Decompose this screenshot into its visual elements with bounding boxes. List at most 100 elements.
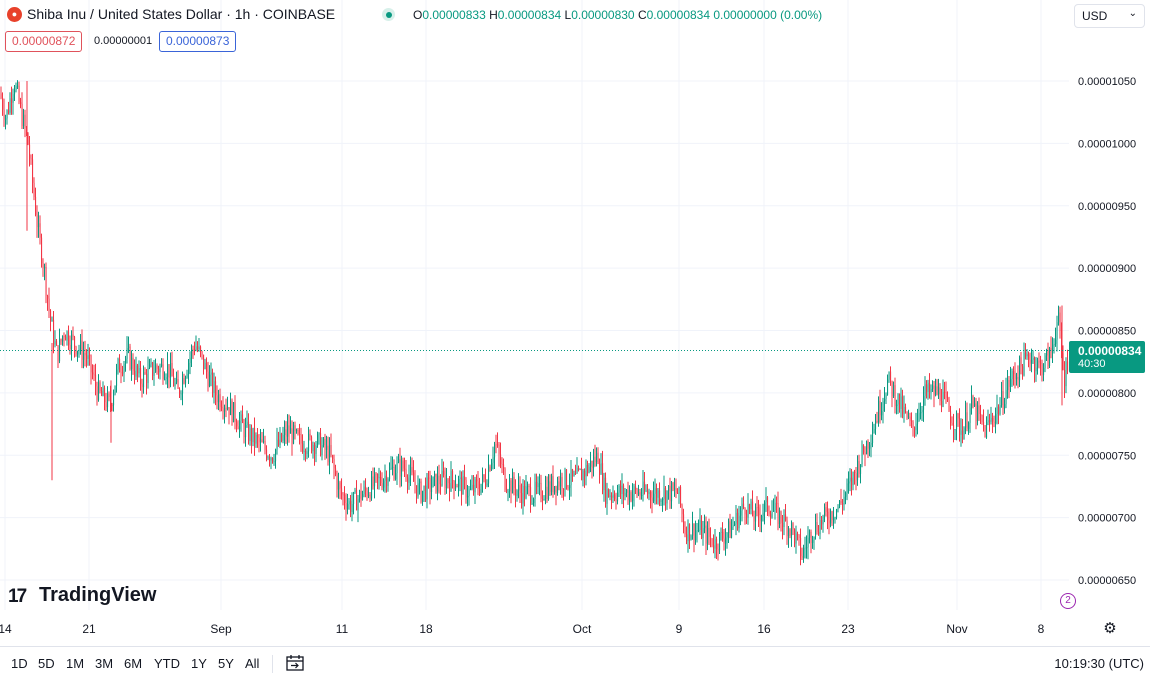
candle-body (462, 476, 464, 495)
candle-body (968, 422, 970, 429)
candle-body (582, 470, 584, 481)
candle-body (476, 479, 478, 482)
candle-body (627, 490, 629, 501)
candle-body (320, 433, 322, 456)
candle-body (941, 401, 943, 407)
range-5d-button[interactable]: 5D (38, 656, 55, 671)
range-3m-button[interactable]: 3M (95, 656, 114, 671)
price-chart[interactable]: 0.00000650 0.00000700 0.00000750 0.00000800… (0, 0, 1150, 646)
candle-body (413, 472, 415, 482)
candle-body (870, 443, 872, 445)
candle-body (554, 486, 556, 493)
candle-body (593, 456, 595, 469)
candle-body (995, 414, 997, 424)
x-tick-label: Sep (210, 622, 232, 636)
candle-body (704, 525, 706, 529)
candle-body (890, 371, 892, 382)
candle-body (638, 492, 640, 495)
candle-body (242, 414, 244, 423)
candle-body (888, 371, 890, 380)
candle-body (588, 466, 590, 473)
x-tick-label: 16 (757, 622, 771, 636)
candle-body (815, 522, 817, 537)
range-6m-button[interactable]: 6M (124, 656, 143, 671)
candle-body (432, 476, 434, 488)
candle-body (20, 102, 22, 104)
candle-body (839, 500, 841, 507)
symbol-title[interactable]: Shiba Inu / United States Dollar · 1h · … (27, 6, 336, 22)
candle-body (125, 358, 127, 364)
candle-body (866, 441, 868, 455)
utc-clock[interactable]: 10:19:30 (UTC) (1054, 656, 1144, 671)
candle-body (122, 372, 124, 374)
range-1d-button[interactable]: 1D (11, 656, 28, 671)
candle-body (492, 457, 494, 463)
candle-body (414, 481, 416, 486)
candle-body (951, 422, 953, 426)
candle-body (726, 533, 728, 538)
sell-price-button[interactable]: 0.00000872 (5, 31, 83, 52)
ohlc-readout: O0.00000833 H0.00000834 L0.00000830 C0.0… (413, 8, 822, 22)
candle-body (923, 396, 925, 410)
candle-body (296, 429, 298, 432)
candle-body (233, 402, 235, 423)
go-to-date-icon[interactable] (285, 653, 305, 673)
candle-body (80, 340, 82, 350)
candle-body (686, 534, 688, 542)
candle-body (399, 459, 401, 477)
candle-body (423, 485, 425, 491)
candle-body (605, 477, 607, 504)
candle-body (69, 344, 71, 350)
candle-body (152, 362, 154, 376)
candle-body (99, 382, 101, 391)
candle-body (821, 519, 823, 525)
candle-body (1065, 361, 1067, 387)
candle-body (234, 402, 236, 422)
candle-body (435, 473, 437, 492)
candle-body (204, 362, 206, 370)
range-5y-button[interactable]: 5Y (218, 656, 234, 671)
candle-body (705, 525, 707, 544)
candle-body (1020, 357, 1022, 367)
candle-body (572, 469, 574, 476)
candle-body (509, 480, 511, 492)
range-all-button[interactable]: All (245, 656, 260, 671)
event-marker-icon[interactable]: 2 (1060, 593, 1076, 609)
candle-body (315, 445, 317, 454)
candle-body (510, 480, 512, 494)
candle-body (650, 492, 652, 498)
candle-body (854, 471, 856, 474)
candle-body (491, 462, 493, 471)
candle-body (930, 388, 932, 393)
candle-body (641, 495, 643, 497)
candle-body (611, 495, 613, 498)
candle-body (338, 482, 340, 490)
candle-body (710, 536, 712, 539)
candle-body (779, 511, 781, 524)
candle-body (290, 428, 292, 434)
range-1m-button[interactable]: 1M (66, 656, 85, 671)
candle-body (75, 346, 77, 355)
range-1y-button[interactable]: 1Y (191, 656, 207, 671)
candle-body (711, 538, 713, 546)
buy-price-button[interactable]: 0.00000873 (159, 31, 237, 52)
settings-gear-icon[interactable]: ⚙ (1103, 620, 1117, 637)
candle-body (41, 237, 43, 264)
candle-body (833, 517, 835, 521)
candle-body (696, 530, 698, 532)
candle-body (410, 467, 412, 475)
candle-body (1049, 347, 1051, 367)
candle-body (698, 529, 700, 531)
candle-body (383, 480, 385, 488)
candle-body (215, 381, 217, 396)
candle-body (678, 486, 680, 494)
candle-body (368, 494, 370, 497)
currency-select[interactable]: USD ⌄ (1074, 4, 1145, 28)
candle-body (842, 502, 844, 505)
candle-body (185, 377, 187, 384)
candle-body (440, 484, 442, 486)
candle-body (92, 372, 94, 375)
x-tick-label: 18 (419, 622, 433, 636)
candle-body (39, 223, 41, 238)
range-ytd-button[interactable]: YTD (154, 656, 180, 671)
